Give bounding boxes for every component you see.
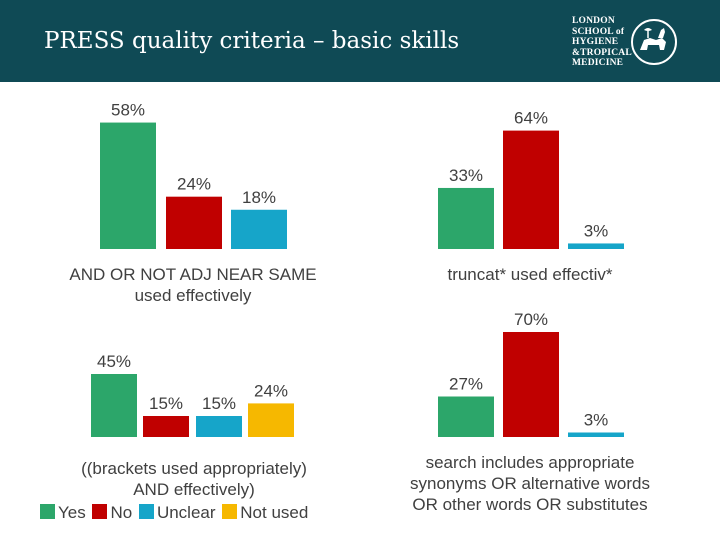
- chart-caption-boolean-operators: AND OR NOT ADJ NEAR SAME used effectivel…: [28, 264, 358, 306]
- data-label-yes: 58%: [111, 101, 145, 120]
- caption-line: truncat* used effectiv*: [447, 265, 613, 284]
- logo-line: &TROPICAL: [572, 47, 632, 58]
- logo-wordmark: LONDON SCHOOL of HYGIENE &TROPICAL MEDIC…: [572, 16, 632, 69]
- bar-unclear: [568, 432, 624, 437]
- chart-caption-synonyms: search includes appropriate synonyms OR …: [380, 452, 680, 515]
- bar-unclear: [231, 209, 287, 249]
- legend-item-unclear: Unclear: [138, 503, 216, 523]
- data-label-unclear: 18%: [242, 188, 276, 207]
- data-label-no: 64%: [514, 109, 548, 128]
- lshtm-crest-icon: [631, 19, 677, 65]
- bar-no: [166, 196, 222, 249]
- bar-no: [503, 130, 559, 249]
- legend-item-no: No: [92, 503, 132, 523]
- data-label-unclear: 3%: [584, 221, 609, 240]
- bar-no: [143, 416, 189, 437]
- data-label-unclear: 3%: [584, 411, 609, 430]
- slide-header: PRESS quality criteria – basic skills LO…: [0, 0, 720, 82]
- bar-no: [503, 332, 559, 437]
- bar-charts-panel: 58% 24% 18% 33% 64% 3% 45% 15% 15% 24% 27% 70% 3%: [91, 101, 624, 437]
- logo-line: MEDICINE: [572, 58, 624, 69]
- legend-swatch: [40, 504, 55, 519]
- data-label-yes: 45%: [97, 352, 131, 371]
- bar-unclear: [196, 416, 242, 437]
- chart-caption-brackets: ((brackets used appropriately) AND effec…: [38, 458, 350, 500]
- logo-line: HYGIENE: [572, 37, 619, 48]
- data-label-no: 70%: [514, 310, 548, 329]
- data-label-unclear: 15%: [202, 394, 236, 413]
- bar-unclear: [568, 243, 624, 249]
- bar-not-used: [248, 403, 294, 437]
- caption-line: ((brackets used appropriately): [81, 459, 307, 478]
- institution-logo: LONDON SCHOOL of HYGIENE &TROPICAL MEDIC…: [572, 16, 682, 68]
- caption-line: used effectively: [134, 286, 252, 305]
- caption-line: search includes appropriate: [425, 453, 635, 472]
- caption-line: AND effectively): [133, 480, 255, 499]
- bar-yes: [91, 374, 137, 437]
- caption-line: OR other words OR substitutes: [412, 495, 648, 514]
- chart-brackets: 45% 15% 15% 24%: [91, 352, 294, 437]
- chart-truncation: 33% 64% 3%: [438, 109, 624, 249]
- bar-yes: [100, 122, 156, 249]
- caption-line: AND OR NOT ADJ NEAR SAME: [69, 265, 317, 284]
- data-label-yes: 27%: [449, 375, 483, 394]
- data-label-no: 15%: [149, 394, 183, 413]
- legend-item-yes: Yes: [40, 503, 86, 523]
- chart-synonyms: 27% 70% 3%: [438, 310, 624, 437]
- data-label-no: 24%: [177, 175, 211, 194]
- slide-title: PRESS quality criteria – basic skills: [44, 28, 460, 54]
- legend-item-not-used: Not used: [222, 503, 308, 523]
- chart-caption-truncation: truncat* used effectiv*: [400, 264, 660, 285]
- chart-boolean-operators: 58% 24% 18%: [100, 101, 287, 249]
- bar-yes: [438, 396, 494, 437]
- legend-swatch: [138, 504, 154, 519]
- caption-line: synonyms OR alternative words: [410, 474, 650, 493]
- bar-yes: [438, 187, 494, 249]
- legend-label: Unclear: [156, 503, 216, 522]
- legend-label: No: [110, 503, 133, 522]
- data-label-yes: 33%: [449, 166, 483, 185]
- logo-line: SCHOOL of: [572, 26, 625, 37]
- legend-swatch: [222, 504, 238, 519]
- chart-legend: Yes No Unclear Not used: [40, 503, 310, 523]
- legend-swatch: [92, 504, 108, 519]
- data-label-not-used: 24%: [254, 381, 288, 400]
- legend-label: Not used: [240, 503, 309, 522]
- legend-label: Yes: [58, 503, 86, 522]
- logo-line: LONDON: [572, 16, 615, 26]
